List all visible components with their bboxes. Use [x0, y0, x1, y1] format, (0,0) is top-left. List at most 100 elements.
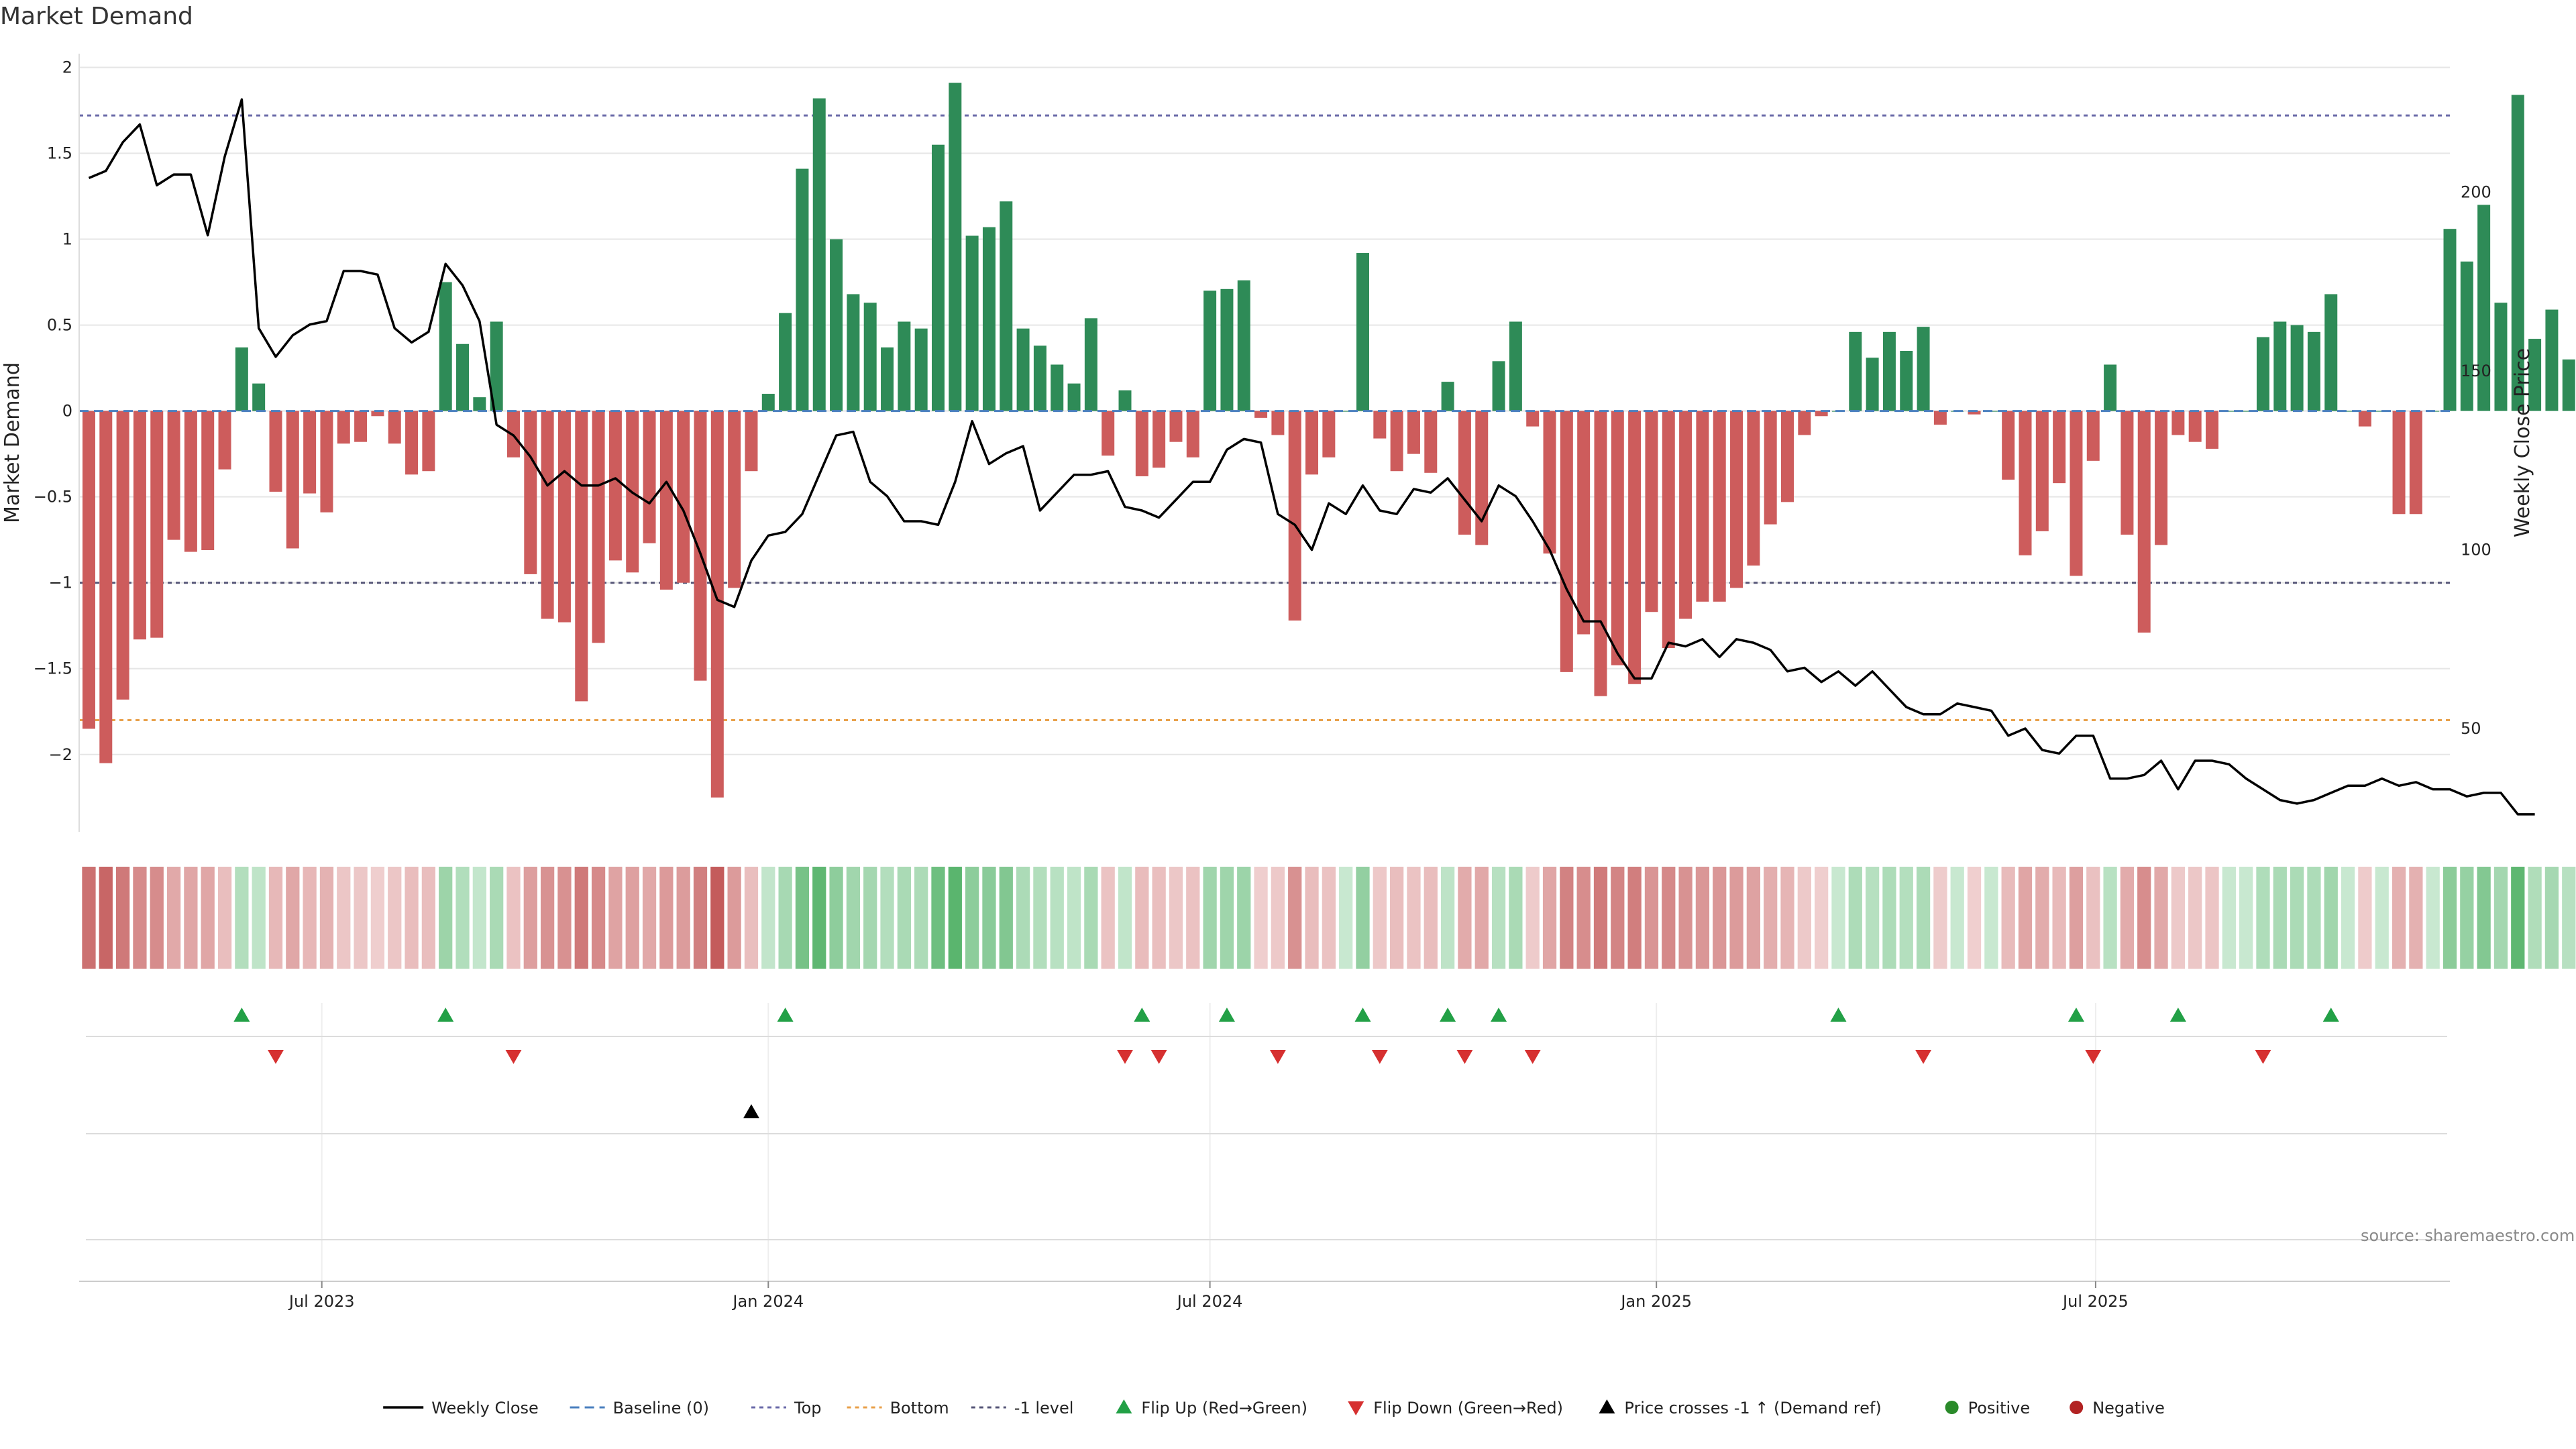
demand-bar [677, 411, 690, 583]
heat-cell [2188, 867, 2202, 969]
demand-bar [1271, 411, 1285, 435]
demand-bar [1322, 411, 1336, 458]
demand-bar [2086, 411, 2100, 461]
heat-cell [1882, 867, 1896, 969]
demand-bar [1560, 411, 1573, 672]
demand-bar [2137, 411, 2151, 633]
demand-bar [524, 411, 537, 574]
heat-cell [1560, 867, 1574, 969]
heat-cell [1525, 867, 1540, 969]
flip-down-marker [1371, 1050, 1388, 1064]
heat-cell [2137, 867, 2151, 969]
heat-cell [2426, 867, 2440, 969]
demand-bar [1526, 411, 1540, 427]
legend-label: Negative [2092, 1399, 2165, 1417]
x-tick-label: Jul 2025 [2061, 1292, 2129, 1311]
heat-cell [1033, 867, 1047, 969]
demand-bar [388, 411, 401, 444]
heat-cell [2443, 867, 2457, 969]
heat-cell [337, 867, 351, 969]
demand-bar [1288, 411, 1301, 621]
demand-bar [1102, 411, 1115, 456]
heat-cell [897, 867, 911, 969]
heat-cell [1101, 867, 1115, 969]
demand-bar [847, 294, 860, 411]
demand-bar [541, 411, 554, 619]
heat-cell [2256, 867, 2270, 969]
heat-cell [2273, 867, 2287, 969]
demand-bar [286, 411, 299, 549]
demand-bar [1543, 411, 1556, 554]
heat-cell [1254, 867, 1268, 969]
demand-bar [1815, 411, 1828, 417]
demand-bar [2290, 325, 2304, 411]
heat-cell [1237, 867, 1251, 969]
heat-cell [2392, 867, 2406, 969]
demand-bar [1135, 411, 1148, 476]
demand-bar [1747, 411, 1760, 566]
demand-bar [1866, 358, 1879, 411]
flip-up-marker [1134, 1008, 1150, 1022]
demand-bar [218, 411, 231, 470]
heat-cell [421, 867, 436, 969]
legend-positive-swatch [1945, 1401, 1959, 1414]
demand-bar [1849, 331, 1862, 411]
heat-cell [115, 867, 130, 969]
demand-bar [830, 239, 843, 411]
demand-bar [1237, 280, 1250, 411]
heat-cell [1186, 867, 1200, 969]
heat-cell [2511, 867, 2525, 969]
heat-cell [1084, 867, 1098, 969]
heat-cell [540, 867, 555, 969]
heat-cell [761, 867, 775, 969]
heat-cell [846, 867, 861, 969]
demand-bar [1764, 411, 1777, 525]
demand-bar [2477, 205, 2491, 411]
demand-bar [1679, 411, 1693, 619]
flip-down-marker [2255, 1050, 2271, 1064]
y2-tick-label: 150 [2461, 362, 2491, 380]
demand-bar [1730, 411, 1743, 588]
demand-bar [1696, 411, 1709, 602]
heat-cell [676, 867, 690, 969]
demand-bar [1900, 351, 1913, 411]
heat-cell [914, 867, 928, 969]
demand-bar [1968, 411, 1981, 415]
demand-bar [2053, 411, 2066, 484]
demand-bar [2104, 364, 2117, 411]
legend-label: -1 level [1014, 1399, 1074, 1417]
heat-cell [642, 867, 657, 969]
demand-bar [337, 411, 350, 444]
heat-cell [184, 867, 198, 969]
heat-cell [608, 867, 623, 969]
demand-bar [1441, 382, 1454, 411]
legend-label: Flip Up (Red→Green) [1141, 1399, 1307, 1417]
heat-cell [778, 867, 792, 969]
price-cross-marker [743, 1104, 759, 1118]
demand-bar [694, 411, 707, 681]
legend-label: Top [794, 1399, 822, 1417]
demand-bar [1662, 411, 1675, 649]
heat-cell [1797, 867, 1811, 969]
demand-bar [405, 411, 419, 475]
heat-cell [523, 867, 537, 969]
y-tick-label: 2 [62, 58, 72, 76]
demand-bar [269, 411, 282, 492]
demand-bar [2155, 411, 2168, 545]
heat-cell [2493, 867, 2508, 969]
source-credit: source: sharemaestro.com [2361, 1226, 2575, 1245]
demand-bar [2070, 411, 2083, 576]
demand-bar [557, 411, 571, 623]
demand-bar [1051, 364, 1064, 411]
heat-cell [354, 867, 368, 969]
demand-bar [796, 168, 809, 411]
heat-cell [455, 867, 470, 969]
demand-bar [2307, 331, 2320, 411]
demand-bar [1594, 411, 1607, 696]
heat-cell [1984, 867, 1998, 969]
demand-bar [643, 411, 656, 543]
heat-cell [1593, 867, 1608, 969]
demand-bar [575, 411, 588, 702]
heat-cell [2001, 867, 2015, 969]
legend-label: Flip Down (Green→Red) [1373, 1399, 1563, 1417]
